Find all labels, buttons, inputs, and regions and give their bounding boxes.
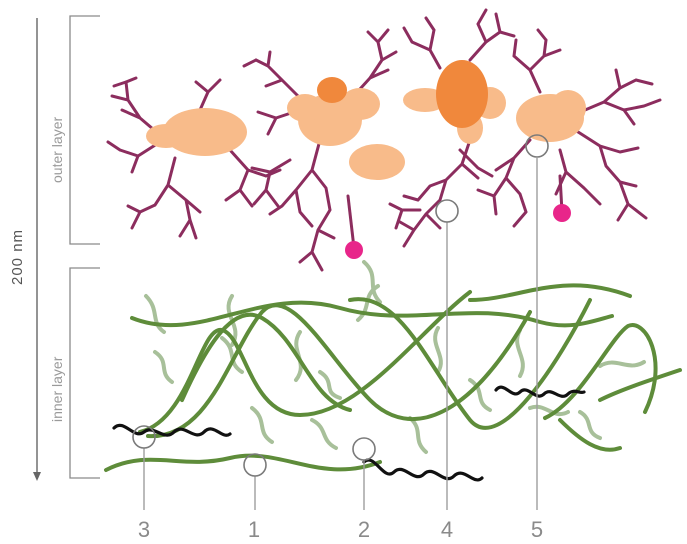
- branched-chains: [106, 8, 662, 272]
- marker-label-2: 2: [358, 517, 370, 542]
- marker-circle-1: [243, 453, 267, 477]
- marker-guides: [143, 158, 538, 510]
- marker-label-1: 1: [248, 517, 260, 542]
- outer-layer-bracket: [69, 15, 100, 245]
- scale-arrow: [33, 18, 41, 481]
- magenta-dot-1: [345, 241, 363, 259]
- marker-circle-5: [525, 134, 549, 158]
- scale-label: 200 nm: [9, 229, 26, 285]
- outer-layer-label: outer layer: [49, 117, 65, 183]
- marker-label-4: 4: [441, 517, 453, 542]
- marker-label-3: 3: [138, 517, 150, 542]
- marker-circles: [132, 134, 549, 477]
- magenta-dot-2: [553, 204, 571, 222]
- inner-layer-label: inner layer: [49, 356, 65, 422]
- marker-circle-3: [132, 425, 156, 449]
- marker-label-5: 5: [531, 517, 543, 542]
- black-chains: [112, 385, 586, 482]
- polysaccharide-blobs: [146, 60, 586, 180]
- light-fibers: [144, 260, 646, 454]
- dot-markers: [346, 174, 564, 250]
- marker-circle-2: [352, 437, 376, 461]
- marker-circle-4: [435, 199, 459, 223]
- inner-layer-bracket: [69, 267, 100, 479]
- dark-fibers: [104, 283, 682, 472]
